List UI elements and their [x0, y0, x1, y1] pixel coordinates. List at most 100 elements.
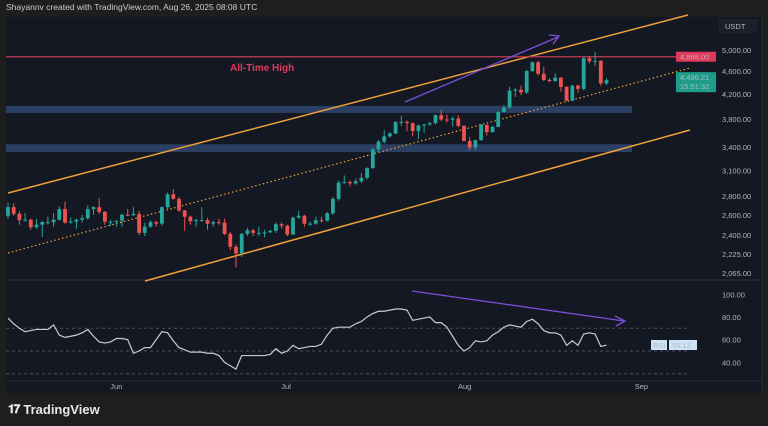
candle[interactable]	[513, 88, 518, 97]
candle[interactable]	[462, 125, 466, 142]
candle[interactable]	[205, 217, 210, 230]
candle[interactable]	[598, 60, 603, 86]
candle[interactable]	[120, 213, 124, 227]
candle[interactable]	[154, 220, 159, 227]
candle[interactable]	[296, 210, 301, 219]
candle[interactable]	[536, 60, 540, 76]
candle[interactable]	[382, 129, 387, 144]
candle[interactable]	[211, 220, 216, 227]
rsi-divergence-arrow[interactable]	[411, 290, 627, 327]
candle[interactable]	[450, 116, 455, 127]
candle[interactable]	[217, 218, 221, 225]
rsi-axis[interactable]: 100.00 80.00 60.00 40.00	[722, 290, 745, 367]
channel-upper-line[interactable]	[7, 14, 689, 194]
candle[interactable]	[439, 110, 444, 122]
candle[interactable]	[262, 229, 267, 238]
candle[interactable]	[91, 206, 96, 215]
candle[interactable]	[177, 197, 181, 212]
candle[interactable]	[34, 218, 39, 229]
candle[interactable]	[302, 214, 307, 227]
candle[interactable]	[17, 210, 22, 225]
tradingview-logo[interactable]: 𝟏𝟕 TradingView	[8, 402, 100, 417]
candle[interactable]	[46, 216, 50, 225]
time-axis[interactable]: Jun Jul Aug Sep	[110, 382, 648, 391]
candle[interactable]	[97, 197, 102, 214]
candle[interactable]	[496, 111, 501, 128]
candle[interactable]	[279, 222, 284, 229]
candle[interactable]	[433, 114, 438, 125]
candle[interactable]	[251, 228, 255, 237]
candle[interactable]	[410, 122, 415, 137]
candle[interactable]	[148, 220, 153, 228]
candle[interactable]	[581, 57, 586, 91]
candle[interactable]	[313, 216, 318, 225]
candle[interactable]	[559, 77, 563, 92]
candle[interactable]	[353, 178, 358, 185]
candle[interactable]	[348, 180, 352, 187]
candle[interactable]	[416, 124, 421, 140]
candle[interactable]	[137, 210, 141, 235]
candle[interactable]	[234, 244, 238, 268]
candle[interactable]	[342, 175, 347, 184]
candle[interactable]	[80, 214, 84, 223]
candle[interactable]	[40, 220, 45, 238]
candle[interactable]	[564, 86, 569, 102]
candle[interactable]	[74, 218, 79, 229]
candle[interactable]	[541, 66, 546, 82]
candle[interactable]	[422, 123, 426, 133]
price-zone[interactable]	[6, 144, 632, 153]
candle[interactable]	[370, 147, 375, 169]
candle[interactable]	[256, 226, 261, 237]
candle[interactable]	[467, 137, 472, 151]
candle[interactable]	[85, 205, 90, 220]
candle[interactable]	[268, 229, 273, 233]
candle[interactable]	[239, 232, 244, 257]
candle[interactable]	[114, 220, 119, 227]
candle[interactable]	[399, 115, 404, 126]
channel-mid-line[interactable]	[7, 67, 691, 254]
candle[interactable]	[530, 61, 535, 73]
candle[interactable]	[274, 222, 278, 233]
candle[interactable]	[194, 218, 198, 227]
candle[interactable]	[547, 78, 552, 83]
candle[interactable]	[125, 209, 130, 216]
candle[interactable]	[319, 216, 324, 223]
candle[interactable]	[131, 207, 136, 216]
candle[interactable]	[291, 216, 295, 235]
candle[interactable]	[28, 218, 33, 230]
candle[interactable]	[6, 202, 10, 219]
candle[interactable]	[427, 121, 432, 126]
price-zone[interactable]	[6, 105, 632, 113]
candle[interactable]	[325, 211, 330, 222]
candle[interactable]	[502, 104, 506, 113]
candle[interactable]	[456, 115, 461, 128]
candle[interactable]	[108, 219, 113, 226]
candle[interactable]	[142, 222, 147, 237]
candle[interactable]	[222, 218, 227, 235]
candle[interactable]	[331, 197, 335, 215]
candle[interactable]	[199, 207, 204, 222]
candle[interactable]	[171, 189, 176, 200]
candle[interactable]	[553, 73, 558, 82]
candle[interactable]	[63, 201, 67, 224]
candle[interactable]	[285, 224, 290, 237]
candle[interactable]	[160, 206, 164, 226]
candle[interactable]	[182, 209, 187, 231]
candle[interactable]	[359, 172, 364, 183]
candle[interactable]	[388, 132, 392, 138]
candle[interactable]	[484, 124, 489, 136]
candle[interactable]	[524, 69, 529, 94]
candle[interactable]	[228, 231, 233, 251]
candle[interactable]	[11, 203, 16, 216]
candle[interactable]	[490, 125, 495, 133]
candle[interactable]	[393, 121, 398, 135]
candle[interactable]	[376, 139, 381, 152]
candle[interactable]	[405, 120, 409, 132]
price-axis[interactable]: 5,000.00 4,600.00 4,200.00 3,800.00 3,400.00…	[722, 46, 751, 278]
candle[interactable]	[519, 85, 523, 96]
candle[interactable]	[308, 221, 312, 226]
candle[interactable]	[188, 215, 193, 225]
candle[interactable]	[103, 210, 107, 225]
candle[interactable]	[587, 55, 592, 64]
